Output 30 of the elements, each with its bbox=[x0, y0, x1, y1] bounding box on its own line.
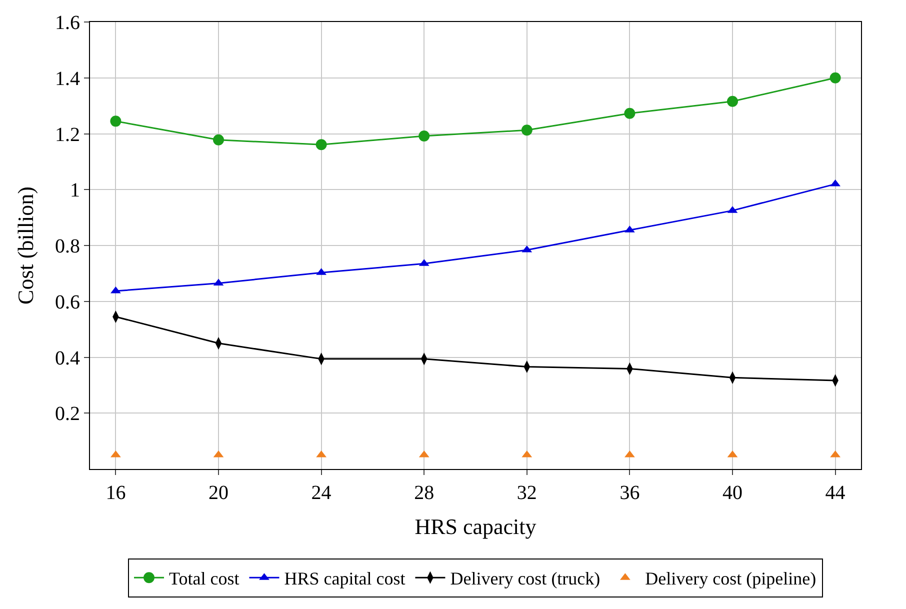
y-tick-label: 0.4 bbox=[55, 347, 80, 370]
x-tick-label: 28 bbox=[414, 482, 434, 504]
x-axis-title: HRS capacity bbox=[414, 514, 536, 539]
y-tick-label: 0.2 bbox=[55, 403, 80, 426]
point bbox=[624, 108, 636, 119]
x-tick-label: 20 bbox=[208, 482, 228, 504]
y-tick-label: 0.8 bbox=[55, 236, 80, 258]
point bbox=[830, 72, 841, 84]
legend-label: Total cost bbox=[169, 568, 240, 589]
x-tick-label: 16 bbox=[106, 482, 126, 504]
x-tick-label: 36 bbox=[620, 482, 640, 504]
legend-label: HRS capital cost bbox=[284, 568, 406, 589]
y-tick-label: 1.2 bbox=[55, 124, 80, 146]
legend-label: Delivery cost (truck) bbox=[450, 568, 600, 589]
point bbox=[213, 134, 224, 146]
y-axis-title: Cost (billion) bbox=[12, 186, 38, 304]
point bbox=[521, 124, 532, 136]
point bbox=[418, 130, 430, 142]
x-tick-label: 40 bbox=[722, 482, 742, 504]
point bbox=[727, 96, 738, 107]
point bbox=[316, 139, 327, 150]
y-tick-label: 0.6 bbox=[55, 291, 80, 314]
y-tick-label: 1.6 bbox=[55, 12, 80, 34]
point bbox=[110, 116, 122, 127]
x-tick-label: 24 bbox=[311, 482, 332, 504]
legend-label: Delivery cost (pipeline) bbox=[645, 568, 816, 589]
x-tick-label: 44 bbox=[825, 482, 846, 504]
y-tick-label: 1 bbox=[70, 180, 80, 202]
y-tick-label: 1.4 bbox=[55, 68, 80, 90]
x-tick-label: 32 bbox=[516, 482, 537, 504]
